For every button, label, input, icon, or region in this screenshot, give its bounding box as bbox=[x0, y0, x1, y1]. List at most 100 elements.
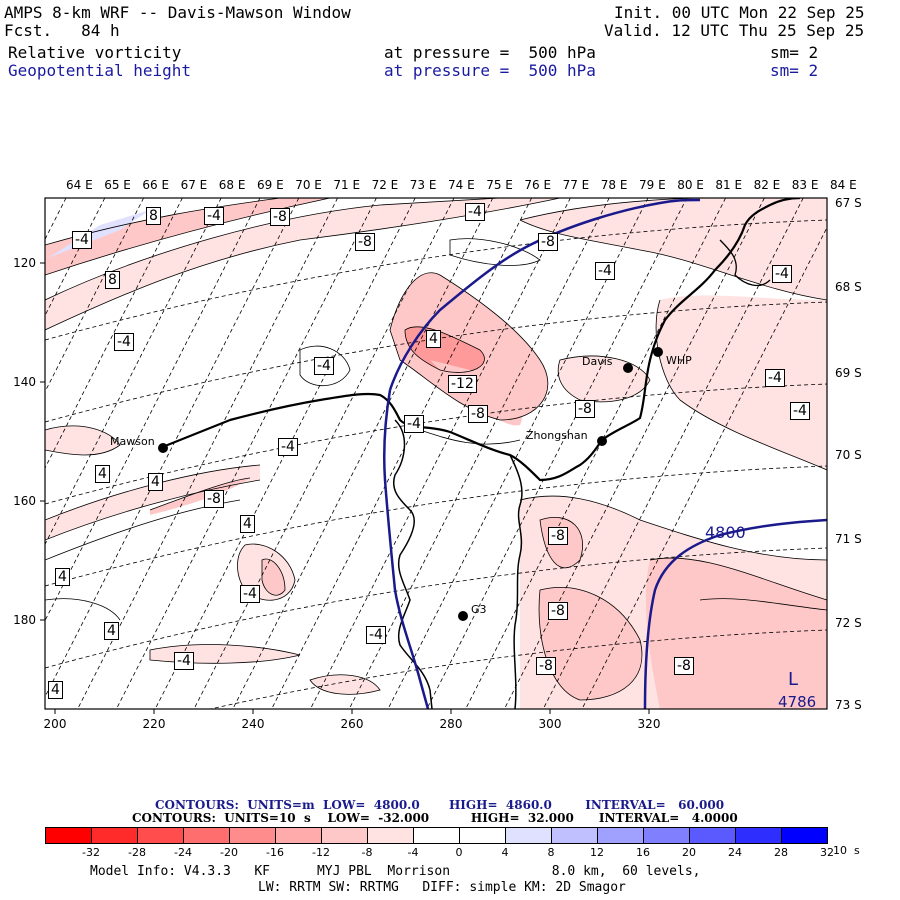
longitude-label: 72 E bbox=[372, 178, 399, 192]
latitude-labels: 67 S 68 S 69 S 70 S 71 S 72 S 73 S bbox=[835, 196, 862, 712]
ice-shelf-edge bbox=[393, 419, 433, 709]
station-dot-g3 bbox=[458, 611, 468, 621]
colorbar-tick-label: -20 bbox=[220, 846, 238, 859]
vorticity-label: -8 bbox=[468, 405, 488, 423]
latitude-label: 70 S bbox=[835, 448, 862, 462]
colorbar-swatch bbox=[413, 827, 460, 844]
station-label-g3: G3 bbox=[471, 603, 487, 616]
field2-name: Geopotential height bbox=[8, 61, 192, 80]
station-dot-davis bbox=[623, 363, 633, 373]
colorbar-swatch bbox=[459, 827, 506, 844]
latitude-label: 73 S bbox=[835, 698, 862, 712]
x-axis-ticks: 200 220 240 260 280 300 320 bbox=[44, 709, 661, 731]
vorticity-label: -8 bbox=[355, 233, 375, 251]
station-label-whp: WHP bbox=[666, 354, 692, 367]
vorticity-label: -12 bbox=[448, 375, 477, 393]
latitude-label: 67 S bbox=[835, 196, 862, 210]
height-label-4800: 4800 bbox=[705, 523, 746, 542]
station-label-mawson: Mawson bbox=[110, 435, 155, 448]
vorticity-label: -4 bbox=[240, 585, 260, 603]
ice-shelf-edge-east bbox=[509, 454, 523, 709]
vorticity-label: -4 bbox=[314, 357, 334, 375]
longitude-label: 64 E bbox=[66, 178, 93, 192]
colorbar-tick-label: -12 bbox=[312, 846, 330, 859]
colorbar-tick-label: 8 bbox=[547, 846, 555, 859]
height-contour bbox=[388, 198, 701, 391]
colorbar-tick-label: -8 bbox=[361, 846, 373, 859]
colorbar-tick-label: -4 bbox=[407, 846, 419, 859]
vorticity-label: -4 bbox=[204, 207, 224, 225]
colorbar-tick-label: -16 bbox=[266, 846, 284, 859]
station-label-zhongshan: Zhongshan bbox=[526, 429, 588, 442]
y-tick-label: 120 bbox=[13, 256, 36, 270]
longitude-label: 83 E bbox=[792, 178, 819, 192]
longitude-label: 81 E bbox=[715, 178, 742, 192]
longitude-label: 79 E bbox=[639, 178, 666, 192]
longitude-label: 65 E bbox=[104, 178, 131, 192]
vorticity-label: -8 bbox=[204, 490, 224, 508]
vorticity-label: -8 bbox=[270, 208, 290, 226]
colorbar-swatch bbox=[505, 827, 552, 844]
map-frame bbox=[44, 197, 828, 710]
x-tick-label: 260 bbox=[341, 717, 364, 731]
colorbar-tick-label: 28 bbox=[774, 846, 788, 859]
colorbar-swatch bbox=[735, 827, 782, 844]
longitude-label: 73 E bbox=[410, 178, 437, 192]
vorticity-label: -4 bbox=[404, 415, 424, 433]
longitude-label: 78 E bbox=[601, 178, 628, 192]
colorbar-swatch bbox=[367, 827, 414, 844]
vorticity-label: -4 bbox=[465, 203, 485, 221]
colorbar-tick-label: 12 bbox=[590, 846, 604, 859]
colorbar-swatch bbox=[183, 827, 230, 844]
x-tick-label: 200 bbox=[44, 717, 67, 731]
vorticity-label: -4 bbox=[790, 402, 810, 420]
colorbar-swatch bbox=[137, 827, 184, 844]
colorbar-tick-label: -24 bbox=[174, 846, 192, 859]
field1-level: at pressure = 500 hPa bbox=[384, 43, 596, 62]
vorticity-label: 4 bbox=[48, 681, 63, 699]
coast-islands bbox=[719, 239, 771, 287]
low-marker-value: 4786 bbox=[778, 693, 816, 711]
longitude-label: 69 E bbox=[257, 178, 284, 192]
station-dot-whp bbox=[653, 347, 663, 357]
model-info-line2: LW: RRTM SW: RRTMG DIFF: simple KM: 2D S… bbox=[258, 880, 626, 895]
vorticity-label: -4 bbox=[114, 333, 134, 351]
colorbar-swatch bbox=[91, 827, 138, 844]
vorticity-shading bbox=[45, 198, 827, 709]
vorticity-label: -8 bbox=[536, 657, 556, 675]
vorticity-label: 8 bbox=[146, 207, 161, 225]
vorticity-label: -4 bbox=[366, 626, 386, 644]
colorbar-swatch bbox=[551, 827, 598, 844]
vorticity-contour-info: CONTOURS: UNITS=10 s LOW= -32.000 HIGH= … bbox=[132, 811, 738, 825]
colorbar-tick-label: 32 bbox=[820, 846, 834, 859]
longitude-label: 80 E bbox=[677, 178, 704, 192]
colorbar-swatch bbox=[321, 827, 368, 844]
valid-time: Valid. 12 UTC Thu 25 Sep 25 bbox=[604, 21, 865, 40]
longitude-label: 68 E bbox=[219, 178, 246, 192]
x-tick-label: 320 bbox=[638, 717, 661, 731]
longitude-label: 74 E bbox=[448, 178, 475, 192]
field2-level: at pressure = 500 hPa bbox=[384, 61, 596, 80]
y-axis-ticks: 120 140 160 180 bbox=[13, 256, 45, 627]
vorticity-label: -8 bbox=[674, 657, 694, 675]
map-title: AMPS 8-km WRF -- Davis-Mawson Window bbox=[4, 3, 351, 22]
colorbar-tick-label: 4 bbox=[501, 846, 509, 859]
colorbar-swatch bbox=[229, 827, 276, 844]
vorticity-label: -4 bbox=[772, 265, 792, 283]
vorticity-label: 4 bbox=[95, 465, 110, 483]
vorticity-label: 4 bbox=[55, 568, 70, 586]
longitude-label: 84 E bbox=[830, 178, 857, 192]
latitude-label: 69 S bbox=[835, 366, 862, 380]
colorbar-swatch bbox=[45, 827, 92, 844]
y-tick-label: 140 bbox=[13, 375, 36, 389]
vorticity-label: -8 bbox=[548, 527, 568, 545]
model-info-line1: Model Info: V4.3.3 KF MYJ PBL Morrison 8… bbox=[90, 864, 701, 879]
colorbar-swatch bbox=[275, 827, 322, 844]
station-markers bbox=[158, 347, 663, 621]
station-dot-zhongshan bbox=[597, 436, 607, 446]
longitude-label: 77 E bbox=[563, 178, 590, 192]
latitude-label: 68 S bbox=[835, 280, 862, 294]
vorticity-label: -8 bbox=[575, 400, 595, 418]
colorbar-swatch bbox=[781, 827, 828, 844]
